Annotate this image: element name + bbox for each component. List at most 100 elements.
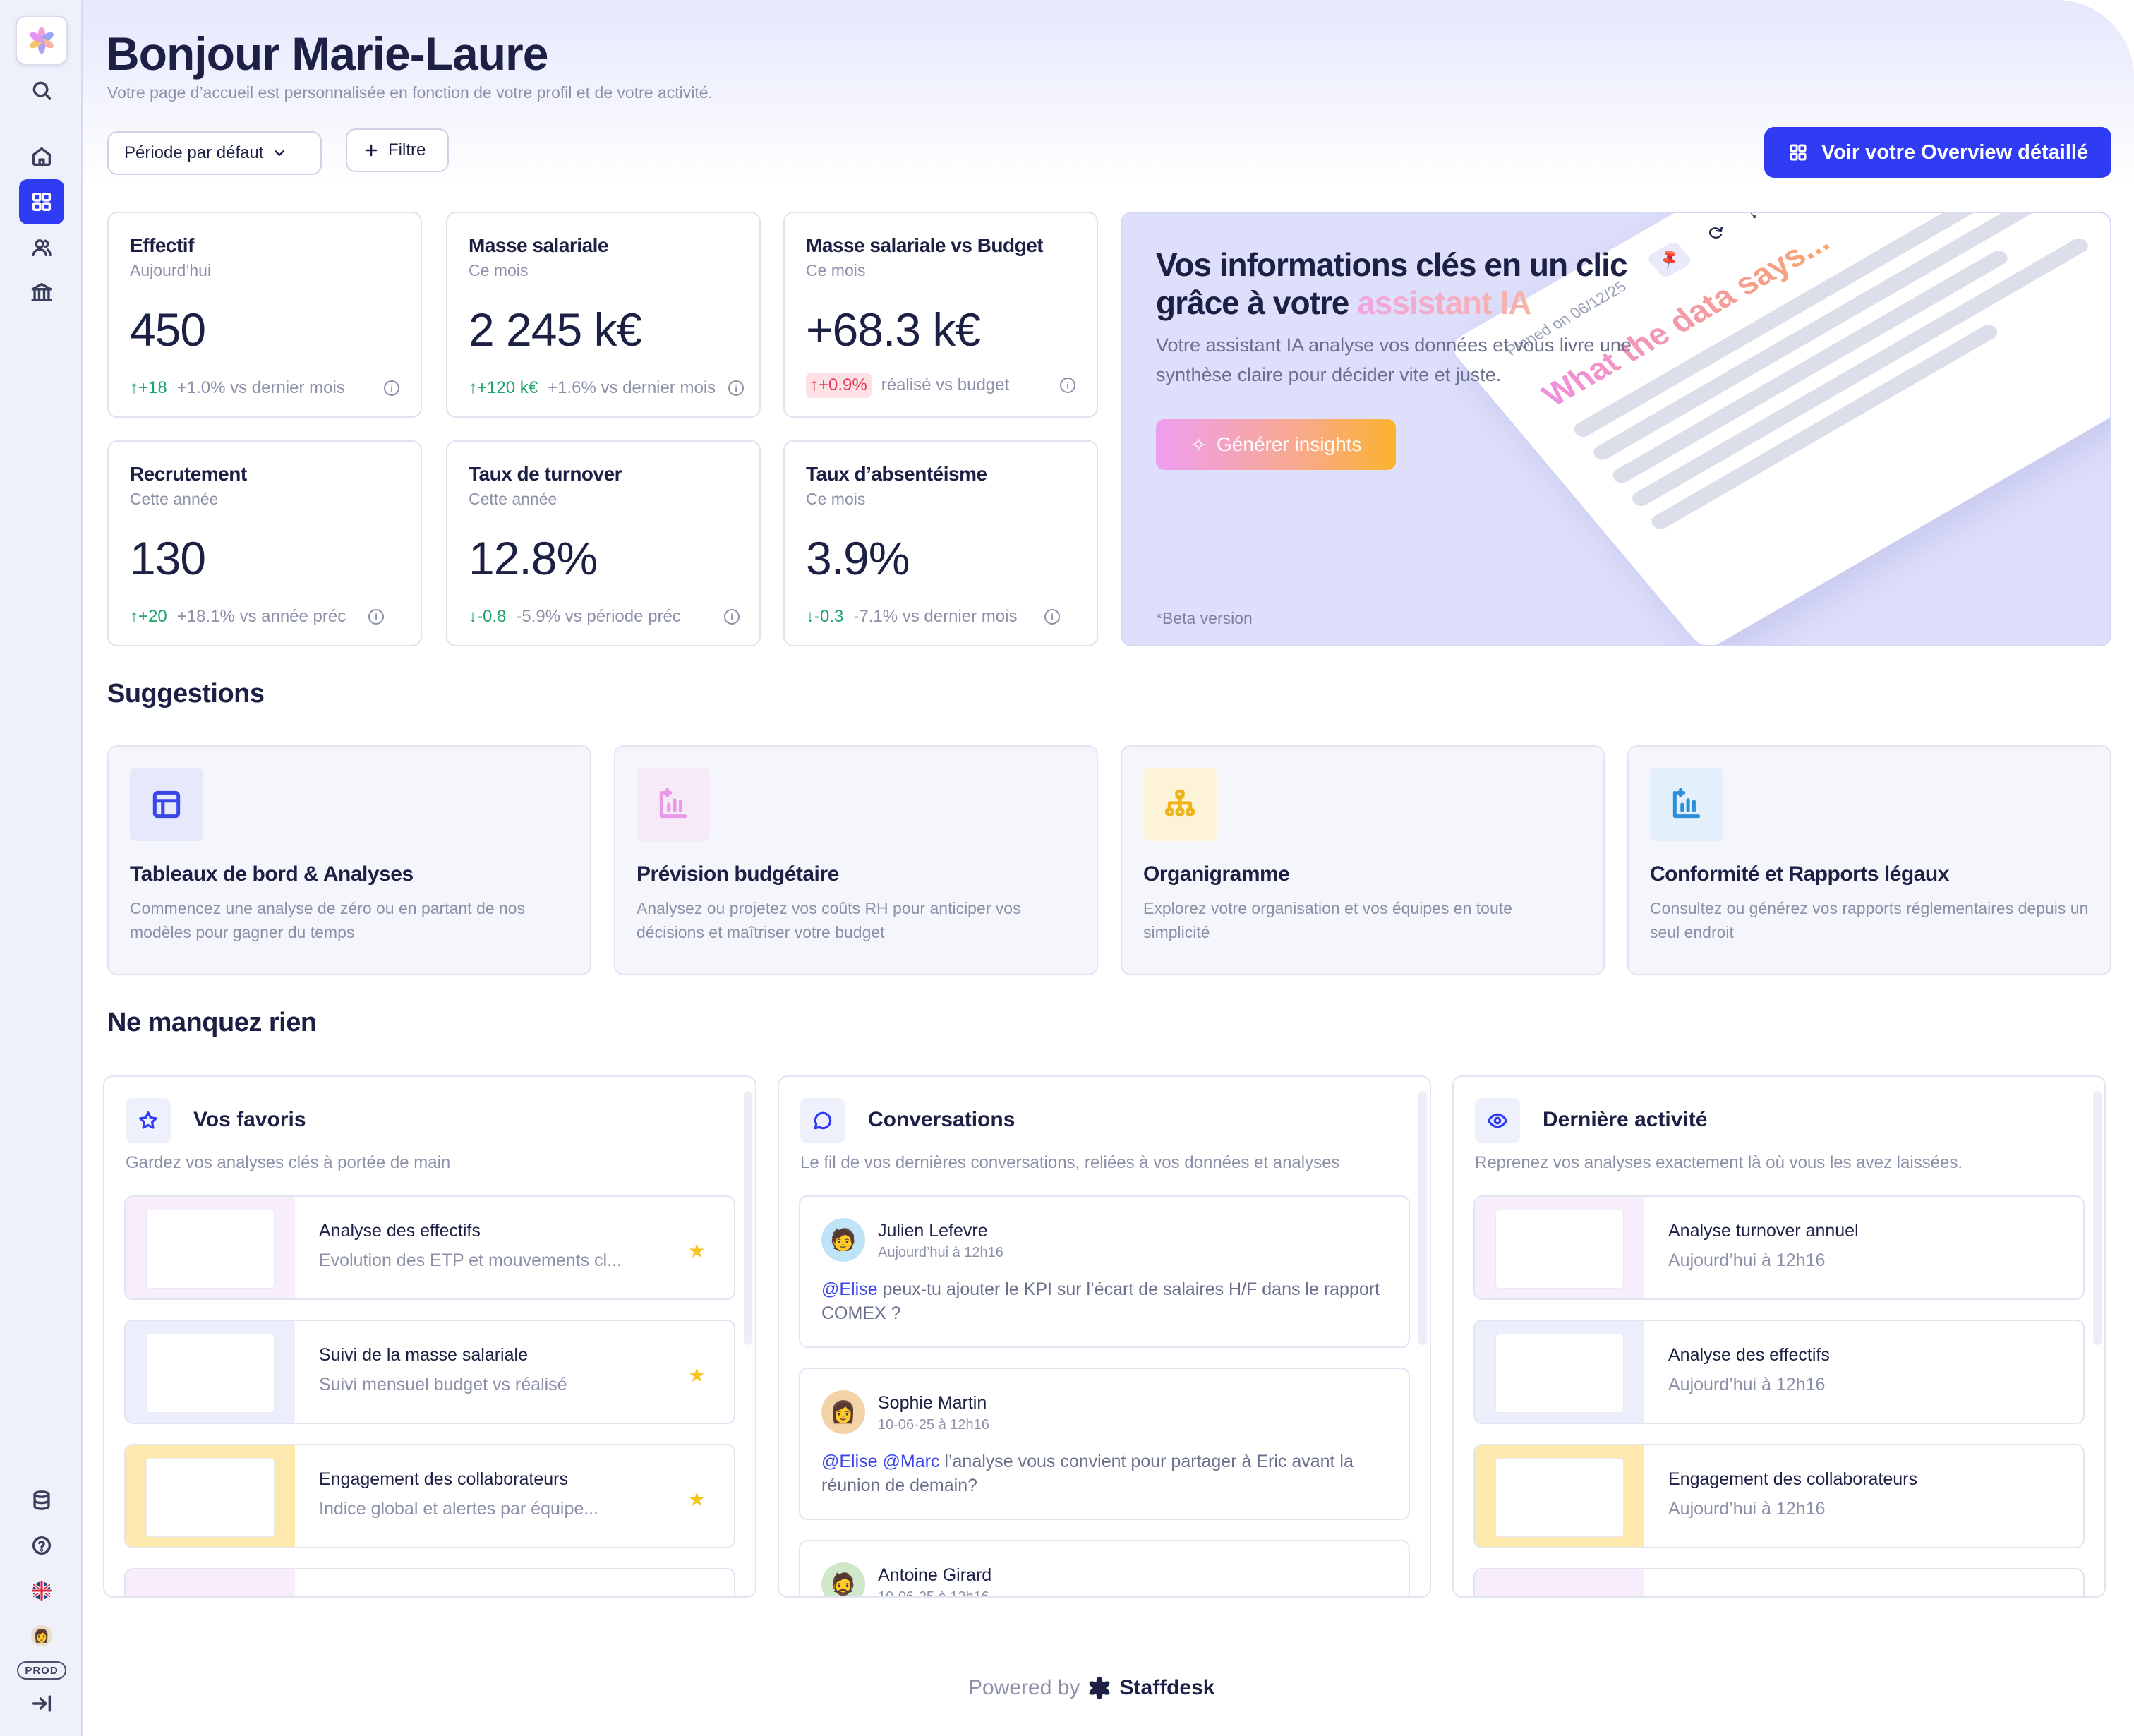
search-icon[interactable] xyxy=(19,68,64,113)
activity-item[interactable]: Analyse des effectifs Aujourd’hui à 12h1… xyxy=(1473,1320,2085,1424)
chart-plus-icon xyxy=(637,768,710,841)
overview-button-label: Voir votre Overview détaillé xyxy=(1821,140,2089,164)
app-logo[interactable] xyxy=(16,16,68,65)
item-subtitle: Suivi mensuel budget vs réalisé xyxy=(319,1375,567,1394)
users-icon[interactable] xyxy=(19,224,64,270)
sidebar: 👩 PROD xyxy=(0,0,83,1736)
dashboard-grid-icon[interactable] xyxy=(19,179,64,224)
expand-sidebar-icon[interactable] xyxy=(19,1681,64,1726)
filter-button[interactable]: Filtre xyxy=(346,128,449,172)
period-select[interactable]: Période par défaut xyxy=(107,131,322,175)
kpi-card-recrutement[interactable]: Recrutement Cette année 130 ↑ +20 +18.1% v… xyxy=(107,440,422,646)
suggestion-orgchart[interactable]: Organigramme Explorez votre organisation… xyxy=(1121,745,1605,975)
info-icon[interactable]: i xyxy=(1060,378,1075,393)
beta-note: *Beta version xyxy=(1156,609,1253,627)
thumbnail xyxy=(126,1445,295,1547)
info-icon[interactable]: i xyxy=(368,609,384,625)
conversation-item[interactable]: 🧑 Julien Lefevre Aujourd’hui à 12h16 @El… xyxy=(799,1195,1410,1348)
kpi-value: 130 xyxy=(130,532,206,584)
favorite-item[interactable]: Analyse des effectifs Evolution des ETP … xyxy=(124,1195,735,1300)
kpi-card-absenteisme[interactable]: Taux d’absentéisme Ce mois 3.9% ↓ -0.3 -7.… xyxy=(783,440,1098,646)
ai-assistant-card: Pinned on 06/12/25 📌 ⟳ ↕ + What the data… xyxy=(1121,212,2111,646)
help-icon[interactable] xyxy=(19,1523,64,1568)
scrollbar[interactable] xyxy=(744,1091,752,1345)
kpi-value: 2 245 k€ xyxy=(469,303,642,356)
info-icon[interactable]: i xyxy=(724,609,740,625)
item-title: Analyse des effectifs xyxy=(319,1221,481,1241)
arrow-up-icon: ↑ xyxy=(469,378,477,397)
info-icon[interactable]: i xyxy=(1044,609,1060,625)
activity-item[interactable]: Engagement des collaborateurs Aujourd’hu… xyxy=(1473,1444,2085,1548)
mention[interactable]: @Elise @Marc xyxy=(821,1452,940,1471)
kpi-title: Masse salariale xyxy=(469,234,609,256)
star-filled-icon[interactable]: ★ xyxy=(687,1488,706,1510)
uk-flag-icon[interactable] xyxy=(19,1568,64,1613)
institution-icon[interactable] xyxy=(19,270,64,315)
home-icon[interactable] xyxy=(19,134,64,179)
kpi-delta: +20 xyxy=(138,607,167,626)
kpi-comparison: -7.1% vs dernier mois xyxy=(853,607,1018,626)
favorite-item[interactable] xyxy=(124,1568,735,1596)
mention[interactable]: @Elise xyxy=(821,1279,878,1299)
activity-panel: Dernière activité Reprenez vos analyses … xyxy=(1452,1075,2106,1598)
suggestion-title: Prévision budgétaire xyxy=(637,862,839,886)
kpi-card-effectif[interactable]: Effectif Aujourd’hui 450 ↑ +18 +1.0% vs de… xyxy=(107,212,422,418)
kpi-comparison: +1.0% vs dernier mois xyxy=(176,378,345,397)
conversation-item[interactable]: 🧔 Antoine Girard 10-06-25 à 12h16 xyxy=(799,1540,1410,1598)
info-icon[interactable]: i xyxy=(728,380,744,396)
author-name: Antoine Girard xyxy=(878,1565,992,1585)
kpi-delta: +0.9% xyxy=(819,375,867,394)
suggestion-budget[interactable]: Prévision budgétaire Analysez ou projete… xyxy=(614,745,1098,975)
kpi-comparison: +1.6% vs dernier mois xyxy=(548,378,716,397)
powered-by-label: Powered by xyxy=(968,1676,1080,1699)
scrollbar[interactable] xyxy=(2093,1091,2102,1345)
favorite-item[interactable]: Suivi de la masse salariale Suivi mensue… xyxy=(124,1320,735,1424)
star-filled-icon[interactable]: ★ xyxy=(687,1364,706,1386)
grid-icon xyxy=(1790,144,1807,161)
missed-title: Ne manquez rien xyxy=(107,1008,317,1037)
overview-button[interactable]: Voir votre Overview détaillé xyxy=(1764,127,2111,178)
info-icon[interactable]: i xyxy=(384,380,399,396)
suggestion-title: Organigramme xyxy=(1143,862,1290,886)
scrollbar[interactable] xyxy=(1418,1091,1427,1345)
plus-icon xyxy=(365,144,378,157)
suggestion-title: Tableaux de bord & Analyses xyxy=(130,862,414,886)
item-subtitle: Aujourd’hui à 12h16 xyxy=(1668,1375,1826,1394)
star-outline-icon xyxy=(126,1098,171,1143)
user-avatar[interactable]: 👩 xyxy=(19,1613,64,1658)
kpi-period: Aujourd’hui xyxy=(130,261,212,279)
arrow-down-icon: ↓ xyxy=(806,607,814,626)
avatar: 👩 xyxy=(821,1390,865,1434)
thumbnail xyxy=(1475,1197,1644,1298)
message-date: 10-06-25 à 12h16 xyxy=(878,1589,989,1598)
brand-name: Staffdesk xyxy=(1119,1676,1215,1699)
thumbnail xyxy=(1475,1569,1644,1596)
item-title: Suivi de la masse salariale xyxy=(319,1345,528,1365)
item-title: Analyse des effectifs xyxy=(1668,1345,1830,1365)
favorite-item[interactable]: Engagement des collaborateurs Indice glo… xyxy=(124,1444,735,1548)
kpi-title: Effectif xyxy=(130,234,194,256)
activity-item[interactable] xyxy=(1473,1568,2085,1596)
kpi-card-turnover[interactable]: Taux de turnover Cette année 12.8% ↓ -0.8… xyxy=(446,440,761,646)
suggestion-description: Commencez une analyse de zéro ou en part… xyxy=(130,899,526,941)
suggestion-title: Conformité et Rapports légaux xyxy=(1650,862,1949,886)
item-title: Engagement des collaborateurs xyxy=(319,1469,569,1489)
suggestion-dashboards[interactable]: Tableaux de bord & Analyses Commencez un… xyxy=(107,745,591,975)
staffdesk-logo-icon xyxy=(1090,1676,1110,1700)
conversation-item[interactable]: 👩 Sophie Martin 10-06-25 à 12h16 @Elise … xyxy=(799,1368,1410,1520)
ai-title-line1: Vos informations clés en un clic xyxy=(1156,246,1628,283)
page-subtitle: Votre page d’accueil est personnalisée e… xyxy=(107,83,713,102)
kpi-card-masse-salariale[interactable]: Masse salariale Ce mois 2 245 k€ ↑ +120 k… xyxy=(446,212,761,418)
avatar: 🧔 xyxy=(821,1562,865,1596)
star-filled-icon[interactable]: ★ xyxy=(687,1240,706,1262)
kpi-value: 3.9% xyxy=(806,532,910,584)
suggestions-title: Suggestions xyxy=(107,679,265,709)
database-icon[interactable] xyxy=(19,1478,64,1523)
message-body: peux-tu ajouter le KPI sur l’écart de sa… xyxy=(821,1279,1380,1323)
activity-item[interactable]: Analyse turnover annuel Aujourd’hui à 12… xyxy=(1473,1195,2085,1300)
kpi-title: Taux d’absentéisme xyxy=(806,463,987,485)
suggestion-compliance[interactable]: Conformité et Rapports légaux Consultez … xyxy=(1627,745,2111,975)
kpi-card-masse-vs-budget[interactable]: Masse salariale vs Budget Ce mois +68.3 … xyxy=(783,212,1098,418)
generate-insights-button[interactable]: ✧ Générer insights xyxy=(1156,419,1396,470)
kpi-comparison: réalisé vs budget xyxy=(881,375,1010,394)
